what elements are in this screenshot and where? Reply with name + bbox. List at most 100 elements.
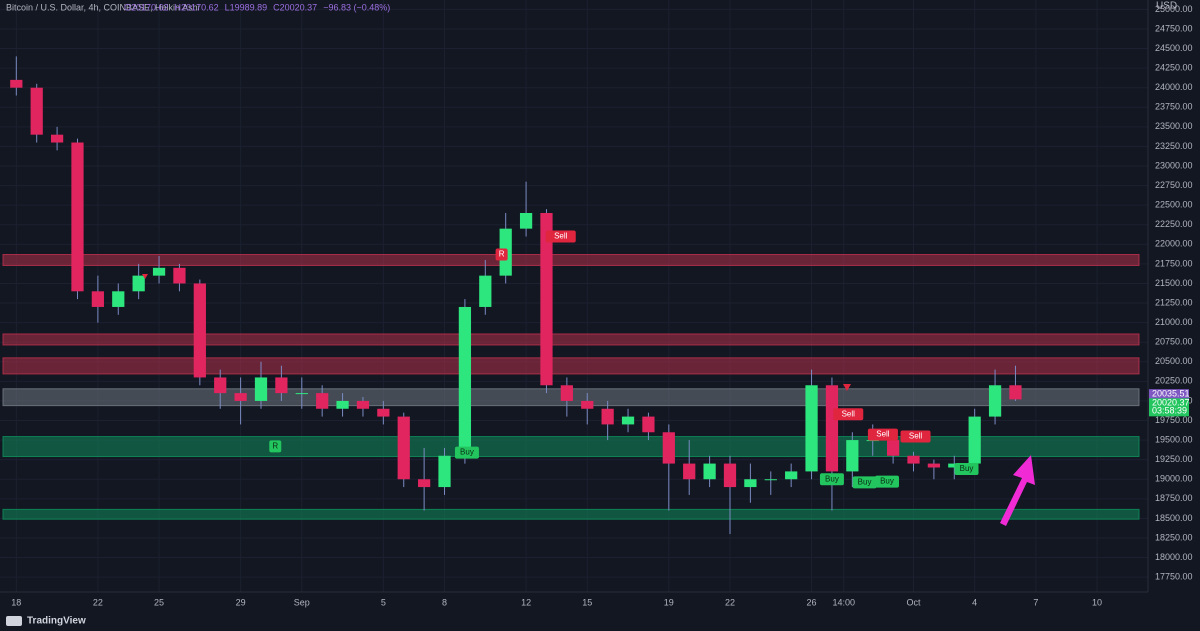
candle-body [621, 416, 635, 425]
candle-body [683, 463, 696, 480]
signal-label: Sell [909, 432, 923, 441]
candle-body [214, 377, 227, 394]
candle-body [234, 393, 247, 401]
candle-body [519, 212, 533, 229]
signal-badge [495, 248, 508, 261]
signal-badge [833, 408, 864, 421]
signal-label: Buy [858, 477, 872, 486]
brand: TradingView [27, 616, 86, 627]
candle-body [846, 440, 859, 472]
candle-body [91, 291, 104, 307]
candle-body [662, 432, 675, 464]
candle-body [825, 385, 839, 472]
candle-body [927, 463, 941, 468]
countdown-badge [1149, 406, 1189, 417]
y-tick-label: 23250.00 [1155, 141, 1193, 151]
price-badge-label: 20035.51 [1152, 389, 1190, 399]
y-tick-label: 19250.00 [1155, 454, 1193, 464]
y-tick-label: 21250.00 [1155, 297, 1193, 307]
y-tick-label: 18250.00 [1155, 532, 1193, 542]
candle-body [560, 385, 573, 401]
x-tick-label: 15 [582, 597, 592, 607]
signal-badge [867, 428, 898, 441]
y-tick-label: 21500.00 [1155, 278, 1193, 288]
candle-body [336, 400, 349, 409]
y-tick-label: 20750.00 [1155, 337, 1193, 347]
price-badge [1149, 398, 1189, 409]
x-tick-label: 29 [236, 597, 246, 607]
x-tick-label: 5 [381, 597, 386, 607]
y-tick-label: 23750.00 [1155, 102, 1193, 112]
x-tick-label: 22 [93, 597, 103, 607]
y-tick-label: 22250.00 [1155, 219, 1193, 229]
candle-body [703, 463, 716, 480]
y-tick-label: 23500.00 [1155, 121, 1193, 131]
ohlc-stat: O20170.62 [124, 2, 169, 12]
signal-badge [900, 430, 931, 443]
candle-body [275, 377, 288, 394]
y-tick-label: 22000.00 [1155, 239, 1193, 249]
candle-body [152, 267, 166, 276]
candle-body [71, 142, 84, 292]
candle-body [10, 79, 23, 88]
candle-body [295, 393, 308, 395]
candle-body [173, 267, 186, 284]
signal-badge [269, 440, 282, 453]
price-badge-label: 20020.37 [1152, 398, 1190, 408]
price-zone [2, 253, 1140, 266]
candle-body [479, 275, 492, 307]
candle-body [1009, 385, 1022, 400]
x-tick-label: Oct [906, 597, 921, 607]
ohlc-stat: C20020.37 [273, 2, 317, 12]
y-tick-label: 22500.00 [1155, 200, 1193, 210]
signal-badge [852, 476, 877, 489]
candle-body [316, 393, 329, 409]
candle-body [764, 479, 777, 481]
symbol-title: Bitcoin / U.S. Dollar, 4h, COINBASE, Hei… [6, 2, 200, 12]
x-tick-label: 26 [807, 597, 817, 607]
x-tick-label: 8 [442, 597, 447, 607]
y-tick-label: 18000.00 [1155, 552, 1193, 562]
y-tick-label: 24000.00 [1155, 82, 1193, 92]
signal-label: R [499, 250, 505, 259]
y-tick-label: 17750.00 [1155, 571, 1193, 581]
candle-body [805, 385, 818, 472]
x-tick-label: 7 [1033, 597, 1038, 607]
signal-label: Sell [842, 409, 856, 418]
bottom-bar [0, 610, 1200, 631]
candle-body [397, 416, 410, 480]
candle-body [30, 87, 43, 135]
x-tick-label: 18 [11, 597, 21, 607]
x-tick-label: 10 [1092, 597, 1102, 607]
y-tick-label: 18500.00 [1155, 513, 1193, 523]
y-tick-label: 21750.00 [1155, 258, 1193, 268]
y-tick-label: 19000.00 [1155, 474, 1193, 484]
candle-body [948, 463, 961, 468]
candle-body [254, 377, 268, 401]
signal-badge [454, 446, 479, 459]
triangle-marker [843, 384, 851, 391]
countdown-label: 03:58:39 [1152, 406, 1187, 416]
y-tick-label: 19750.00 [1155, 415, 1193, 425]
candle-body [193, 283, 206, 378]
y-tick-label: 22750.00 [1155, 180, 1193, 190]
signal-label: Buy [960, 464, 974, 473]
logo-icon [6, 616, 22, 626]
x-tick-label: 19 [664, 597, 674, 607]
candle-body [988, 385, 1002, 417]
price-zone [2, 357, 1140, 375]
price-zone [2, 333, 1140, 346]
candle-body [886, 440, 900, 456]
x-tick-label: 12 [521, 597, 531, 607]
y-tick-label: 20500.00 [1155, 356, 1193, 366]
y-tick-label: 20250.00 [1155, 376, 1193, 386]
candle-body [112, 291, 125, 307]
x-tick-label: 25 [154, 597, 164, 607]
ohlc-stat: −96.83 (−0.48%) [323, 2, 390, 12]
signal-label: Sell [876, 430, 890, 439]
candle-body [132, 275, 145, 292]
y-tick-label: 24250.00 [1155, 63, 1193, 73]
y-tick-label: 24500.00 [1155, 43, 1193, 53]
